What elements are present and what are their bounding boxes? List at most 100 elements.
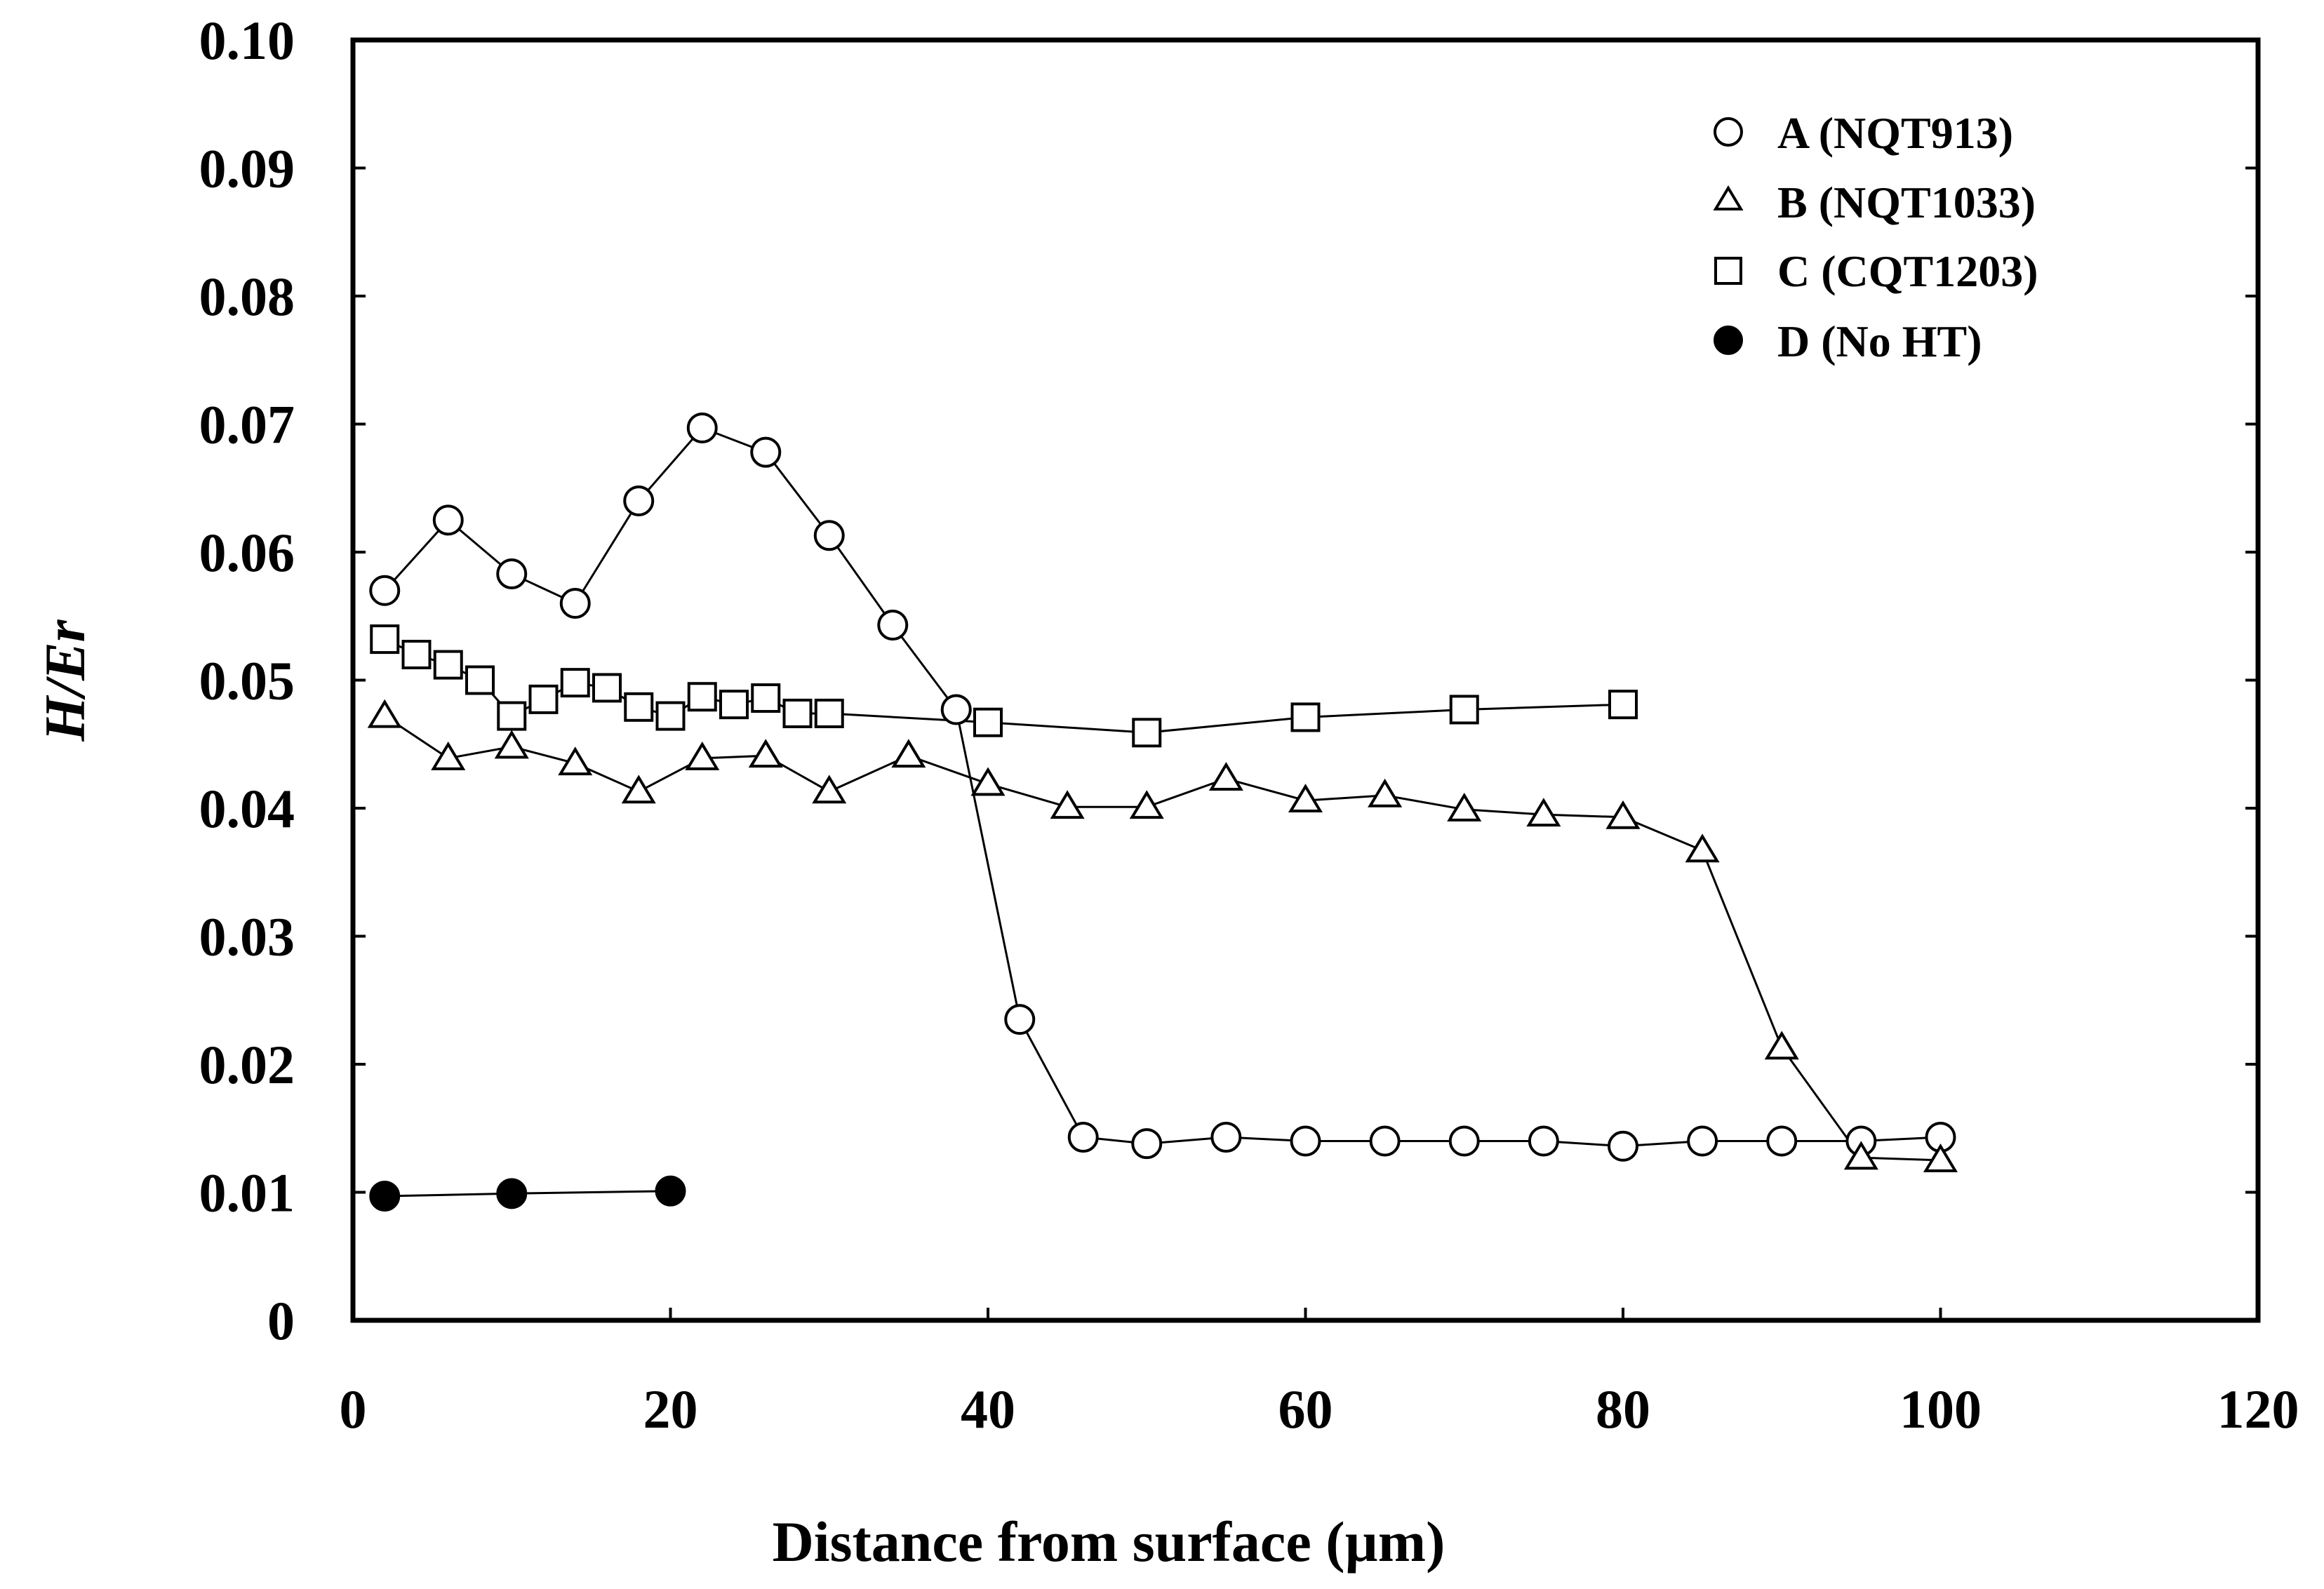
x-tick-label: 60	[1278, 1379, 1333, 1440]
y-tick-label: 0.06	[199, 522, 295, 583]
legend-marker-d	[1714, 326, 1743, 355]
data-point-a	[369, 575, 401, 606]
legend-item-c: C (CQT1203)	[1714, 246, 2038, 296]
data-point-c	[560, 668, 590, 698]
y-tick-label: 0	[267, 1290, 295, 1351]
data-point-b	[685, 741, 720, 770]
data-point-b	[1843, 1141, 1878, 1170]
data-point-a	[1131, 1128, 1163, 1160]
legend-item-a: A (NQT913)	[1714, 108, 2013, 158]
data-point-b	[1208, 762, 1243, 791]
legend: A (NQT913) B (NQT1033) C (CQT1203) D (No…	[1713, 108, 2038, 366]
y-tick-label: 0.07	[199, 394, 295, 455]
y-tick-label: 0.09	[199, 138, 295, 199]
data-point-c	[433, 650, 463, 680]
series-line-a	[384, 427, 1941, 1148]
legend-marker-b	[1713, 185, 1744, 210]
data-point-c	[401, 640, 432, 669]
legend-item-d: D (No HT)	[1714, 316, 1982, 366]
x-axis-title: Distance from surface (µm)	[773, 1510, 1445, 1574]
data-point-b	[1685, 833, 1720, 863]
data-point-c	[465, 665, 495, 695]
data-point-b	[970, 767, 1006, 796]
data-point-c	[1290, 702, 1321, 732]
data-point-c	[782, 698, 813, 728]
x-axis-ticks: 0 20 40 60 80 100 120	[340, 1308, 2299, 1440]
data-point-b	[748, 739, 783, 768]
data-point-d	[655, 1175, 686, 1207]
data-point-b	[1288, 784, 1323, 813]
y-tick-label: 0.08	[199, 266, 295, 327]
data-point-b	[1526, 798, 1561, 827]
y-tick-label: 0.02	[199, 1034, 295, 1095]
y-tick-label: 0.01	[199, 1162, 295, 1223]
data-point-b	[1050, 790, 1085, 819]
data-point-c	[1608, 690, 1638, 720]
data-point-b	[621, 775, 656, 804]
data-point-b	[1605, 800, 1641, 829]
x-tick-label: 40	[961, 1379, 1015, 1440]
data-point-a	[813, 520, 845, 551]
x-tick-label: 80	[1596, 1379, 1650, 1440]
legend-item-b: B (NQT1033)	[1713, 177, 2036, 227]
x-tick-label: 0	[340, 1379, 367, 1440]
data-point-a	[1766, 1125, 1798, 1157]
x-tick-label: 20	[643, 1379, 698, 1440]
data-point-b	[1368, 778, 1403, 807]
data-point-c	[1132, 718, 1162, 748]
legend-label-d: D (No HT)	[1777, 316, 1982, 366]
data-point-a	[1528, 1125, 1559, 1157]
data-point-b	[431, 741, 466, 770]
data-point-a	[940, 694, 972, 725]
y-axis-title: H/Er	[33, 619, 97, 742]
data-point-a	[1210, 1122, 1242, 1153]
data-point-b	[891, 739, 926, 768]
data-point-c	[497, 701, 527, 731]
data-point-b	[1923, 1143, 1958, 1172]
data-point-c	[528, 684, 559, 714]
y-tick-label: 0.03	[199, 906, 295, 967]
x-tick-label: 120	[2217, 1379, 2299, 1440]
data-point-a	[877, 610, 909, 641]
data-point-b	[367, 699, 402, 728]
y-tick-label: 0.05	[199, 650, 295, 711]
data-point-c	[624, 692, 654, 722]
legend-marker-a	[1714, 117, 1743, 147]
data-point-a	[1687, 1125, 1718, 1157]
data-point-d	[496, 1178, 528, 1209]
y-tick-label: 0.10	[199, 10, 295, 71]
data-point-a	[1369, 1125, 1401, 1157]
data-point-a	[686, 412, 718, 443]
data-point-b	[812, 775, 847, 804]
series-markers	[367, 412, 1958, 1212]
series-lines	[384, 427, 1941, 1198]
x-tick-label: 100	[1899, 1379, 1982, 1440]
data-point-a	[432, 504, 464, 536]
data-point-c	[1449, 695, 1479, 725]
series-line-b	[384, 715, 1941, 1162]
data-point-b	[1764, 1031, 1799, 1060]
legend-marker-c	[1714, 257, 1742, 285]
y-tick-label: 0.04	[199, 778, 295, 839]
data-point-b	[1129, 790, 1164, 819]
data-point-a	[1608, 1130, 1638, 1162]
legend-label-b: B (NQT1033)	[1777, 177, 2036, 227]
data-point-b	[494, 730, 529, 759]
data-point-c	[973, 707, 1003, 737]
data-point-a	[623, 485, 655, 516]
data-point-a	[496, 558, 528, 590]
data-point-c	[370, 624, 400, 655]
data-point-b	[558, 746, 593, 776]
legend-label-a: A (NQT913)	[1777, 108, 2013, 158]
data-point-a	[1448, 1125, 1480, 1157]
data-point-a	[750, 436, 782, 468]
data-point-b	[1447, 792, 1482, 822]
legend-label-c: C (CQT1203)	[1777, 246, 2038, 296]
data-point-c	[814, 698, 844, 728]
data-point-c	[655, 701, 686, 731]
data-point-d	[369, 1180, 401, 1212]
data-point-a	[1067, 1122, 1099, 1153]
data-point-a	[1290, 1125, 1321, 1157]
y-axis-ticks: 0 0.01 0.02 0.03 0.04 0.05 0.06 0.07 0.08 0.09 0.1…	[199, 10, 2258, 1351]
